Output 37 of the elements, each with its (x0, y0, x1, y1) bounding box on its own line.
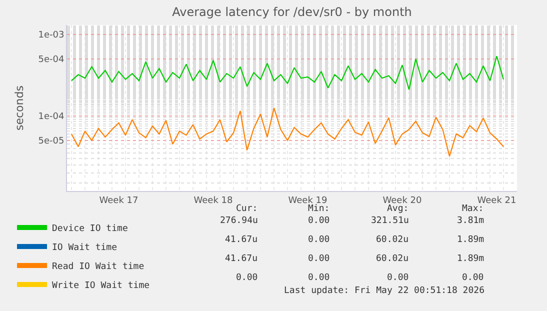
text: 1.89m (457, 235, 484, 245)
text: 60.02u (376, 254, 409, 264)
text: 1.89m (457, 254, 484, 264)
text: 0.00 (387, 273, 409, 283)
text: 0.00 (308, 254, 330, 264)
text: 0.00 (308, 273, 330, 283)
text: Min: (308, 204, 330, 214)
text: 41.67u (225, 254, 258, 264)
legend-label: IO Wait time (52, 243, 118, 254)
legend-label: Device IO time (52, 224, 128, 234)
text: Last update: Fri May 22 00:51:18 2026 (284, 286, 484, 296)
legend-label: Read IO Wait time (52, 262, 144, 272)
text: Avg: (387, 204, 409, 214)
x-tick-label: Week 20 (382, 196, 422, 206)
line-series (70, 107, 504, 157)
y-tick-label: 5e-04 (38, 55, 64, 65)
y-axis-title: seconds (12, 85, 26, 130)
text: 276.94u (220, 216, 258, 226)
text: 41.67u (225, 235, 258, 245)
y-tick-label: 1e-03 (38, 30, 64, 40)
text: 0.00 (462, 273, 484, 283)
line-series (70, 56, 504, 90)
y-tick-label: 5e-05 (38, 136, 64, 147)
text: 60.02u (376, 235, 409, 245)
text: 0.00 (236, 273, 258, 283)
text: 321.51u (371, 216, 409, 226)
text: 3.81m (457, 216, 484, 226)
text: 0.00 (308, 216, 330, 226)
x-tick-label: Week 21 (477, 196, 516, 206)
legend-label: Write IO Wait time (52, 281, 150, 292)
text: 0.00 (308, 235, 330, 245)
x-tick-label: Week 18 (194, 196, 233, 206)
text: Cur: (236, 204, 258, 214)
chart-title: Average latency for /dev/sr0 - by month (172, 5, 412, 20)
x-tick-label: Week 17 (99, 196, 138, 206)
text: Max: (462, 204, 484, 214)
y-tick-label: 1e-04 (38, 112, 64, 122)
